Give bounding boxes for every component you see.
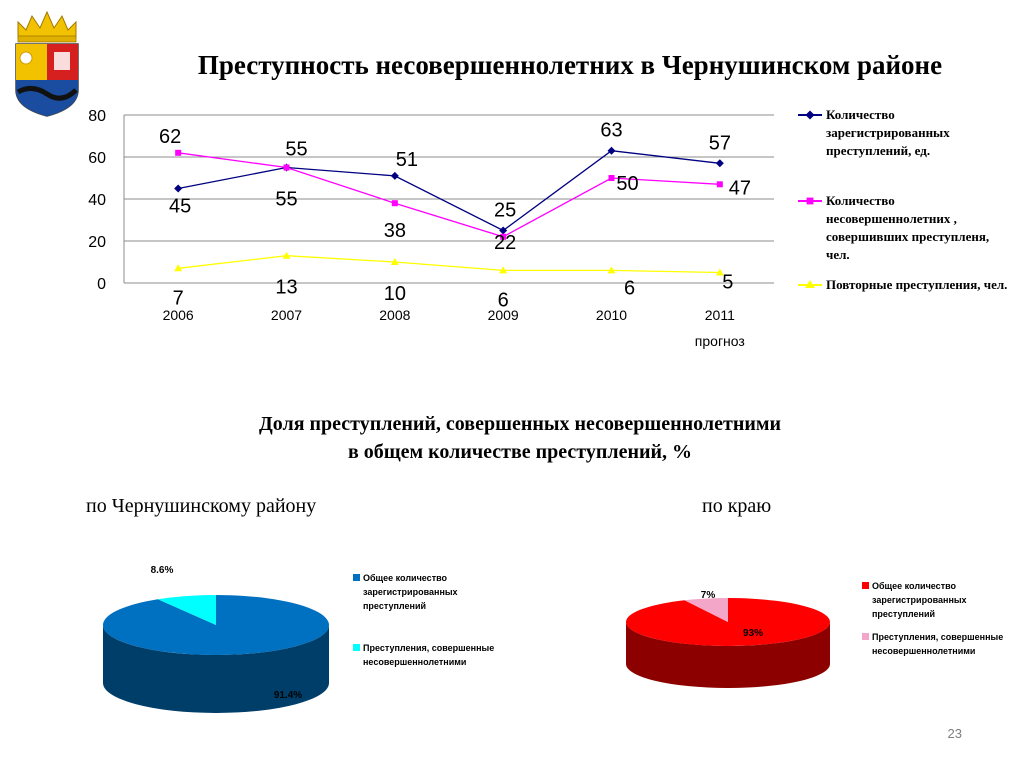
series-line-1 — [178, 150, 720, 232]
crown-icon — [17, 10, 77, 43]
page-title: Преступность несовершеннолетних в Чернуш… — [197, 50, 943, 80]
pie-legend-swatch — [862, 582, 869, 589]
x-tick-sublabel: прогноз — [695, 333, 745, 349]
series-point — [715, 159, 724, 168]
page-number: 23 — [947, 726, 962, 741]
pie-legend-swatch — [862, 633, 869, 640]
legend-marker — [806, 197, 814, 205]
series-point — [499, 226, 508, 235]
x-tick-label: 2006 — [163, 307, 194, 323]
pie-legend-label: Преступления, совершенные несовершенноле… — [363, 643, 495, 667]
series-point — [174, 184, 183, 193]
x-tick-label: 2010 — [596, 307, 627, 323]
line-chart: 0 20 40 60 80 2006 2007 2008 2009 2010 2011 прогноз… — [88, 108, 774, 349]
x-tick-label: 2009 — [488, 307, 519, 323]
data-label: 6 — [498, 289, 509, 311]
pie-legend-label: Общее количество зарегистрированных прес… — [872, 581, 967, 619]
pie-legend-item: Преступления, совершенные несовершенноле… — [862, 630, 1012, 658]
legend-item: Повторные преступления, чел. — [798, 276, 1016, 294]
series-line-2 — [178, 152, 720, 238]
series-point — [283, 164, 290, 171]
pie-legend-label: Преступления, совершенные несовершенноле… — [872, 632, 1004, 656]
y-tick-label: 40 — [88, 192, 106, 209]
pie-legend-swatch — [353, 574, 360, 581]
y-tick-label: 20 — [88, 234, 106, 251]
series-point — [715, 268, 724, 276]
data-label: 47 — [729, 177, 751, 199]
data-label: 13 — [275, 277, 297, 299]
pie-section-title-line1: Доля преступлений, совершенных несоверше… — [258, 413, 782, 435]
pie-slice-label: 93% — [743, 628, 763, 639]
pie-legend-item: Общее количество зарегистрированных прес… — [862, 579, 1012, 621]
pie-slice-label: 7% — [701, 590, 716, 601]
pie-chart-region: 93% 7% — [626, 590, 830, 688]
pie-side-wall — [626, 622, 830, 688]
x-tick-label: 2008 — [379, 307, 410, 323]
data-label: 57 — [709, 132, 731, 154]
legend-label: Повторные преступления, чел. — [826, 277, 1008, 292]
legend-item: Количество зарегистрированных преступлен… — [798, 106, 1016, 160]
pie-legend-swatch — [353, 644, 360, 651]
series-point — [390, 171, 399, 180]
pie-caption-district: по Чернушинскому району — [86, 495, 317, 517]
series-point — [175, 149, 182, 156]
y-tick-label: 80 — [88, 108, 106, 125]
series-line-3 — [178, 255, 720, 274]
y-tick-label: 0 — [97, 276, 106, 293]
x-tick-label: 2011 — [705, 307, 735, 323]
data-label: 10 — [384, 283, 406, 305]
data-label: 51 — [396, 149, 418, 171]
data-label: 7 — [173, 287, 184, 309]
pie-chart-district: 91.4% 8.6% — [102, 565, 329, 713]
pie-slice — [684, 598, 728, 622]
series-point — [607, 146, 616, 155]
data-label: 50 — [616, 173, 638, 195]
coat-of-arms-emblem — [15, 10, 79, 117]
series-point — [391, 200, 398, 207]
pie-slice-label: 8.6% — [151, 565, 174, 576]
data-label: 6 — [624, 277, 635, 299]
series-point — [500, 233, 507, 240]
data-label: 62 — [159, 126, 181, 148]
legend-marker — [805, 110, 815, 120]
data-label: 38 — [384, 220, 406, 242]
pie-slice — [102, 595, 329, 655]
series-point — [607, 266, 616, 274]
pie-caption-region: по краю — [702, 495, 772, 517]
pie-section-title: Доля преступлений, совершенных несоверше… — [120, 410, 920, 466]
series-point — [282, 251, 291, 259]
pie-legend-item: Общее количество зарегистрированных прес… — [353, 571, 503, 613]
pie-slice-label: 91.4% — [274, 690, 302, 701]
data-label: 45 — [169, 196, 191, 218]
legend-label: Количество несовершеннолетних , совершив… — [826, 193, 990, 262]
pie-slice — [157, 595, 216, 625]
data-label: 55 — [285, 139, 307, 161]
data-label: 22 — [494, 232, 516, 254]
legend-label: Количество зарегистрированных преступлен… — [826, 107, 950, 158]
pie-legend-label: Общее количество зарегистрированных прес… — [363, 573, 458, 611]
legend-item: Количество несовершеннолетних , совершив… — [798, 192, 1016, 264]
series-point — [174, 264, 183, 272]
series-point — [499, 266, 508, 274]
series-point — [716, 181, 723, 188]
x-tick-label: 2007 — [271, 307, 302, 323]
data-label: 5 — [722, 272, 733, 294]
series-point — [608, 175, 615, 181]
pie-side-wall — [103, 625, 329, 713]
series-point — [390, 258, 399, 265]
legend-marker — [805, 280, 815, 288]
pie-legend-item: Преступления, совершенные несовершенноле… — [353, 641, 503, 669]
pie-section-title-line2: в общем количестве преступлений, % — [347, 441, 693, 463]
y-tick-label: 60 — [88, 150, 106, 167]
data-label: 63 — [600, 120, 622, 142]
data-label: 55 — [275, 189, 297, 211]
data-label: 25 — [494, 200, 516, 222]
